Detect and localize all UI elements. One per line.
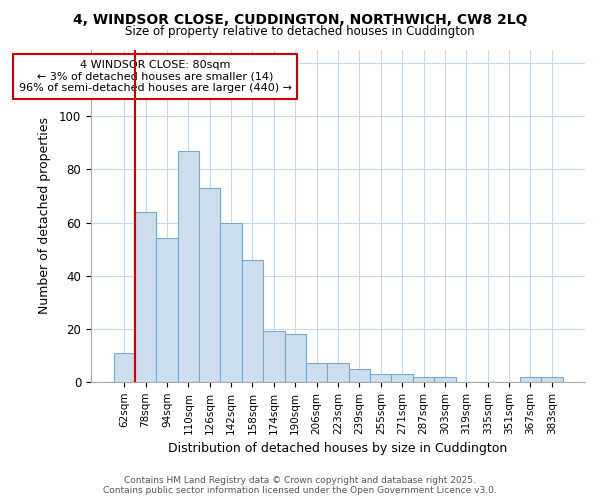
Bar <box>541 376 563 382</box>
Text: Contains HM Land Registry data © Crown copyright and database right 2025.
Contai: Contains HM Land Registry data © Crown c… <box>103 476 497 495</box>
Bar <box>199 188 220 382</box>
Bar <box>242 260 263 382</box>
Bar <box>306 363 328 382</box>
Bar <box>434 376 455 382</box>
Y-axis label: Number of detached properties: Number of detached properties <box>38 118 50 314</box>
Bar <box>370 374 391 382</box>
Bar <box>391 374 413 382</box>
Bar <box>263 332 284 382</box>
X-axis label: Distribution of detached houses by size in Cuddington: Distribution of detached houses by size … <box>169 442 508 455</box>
Bar <box>284 334 306 382</box>
Bar <box>135 212 156 382</box>
Bar <box>349 368 370 382</box>
Text: 4, WINDSOR CLOSE, CUDDINGTON, NORTHWICH, CW8 2LQ: 4, WINDSOR CLOSE, CUDDINGTON, NORTHWICH,… <box>73 12 527 26</box>
Bar <box>220 222 242 382</box>
Bar <box>178 151 199 382</box>
Bar <box>113 352 135 382</box>
Text: 4 WINDSOR CLOSE: 80sqm
← 3% of detached houses are smaller (14)
96% of semi-deta: 4 WINDSOR CLOSE: 80sqm ← 3% of detached … <box>19 60 292 93</box>
Text: Size of property relative to detached houses in Cuddington: Size of property relative to detached ho… <box>125 25 475 38</box>
Bar <box>413 376 434 382</box>
Bar <box>156 238 178 382</box>
Bar <box>520 376 541 382</box>
Bar <box>328 363 349 382</box>
